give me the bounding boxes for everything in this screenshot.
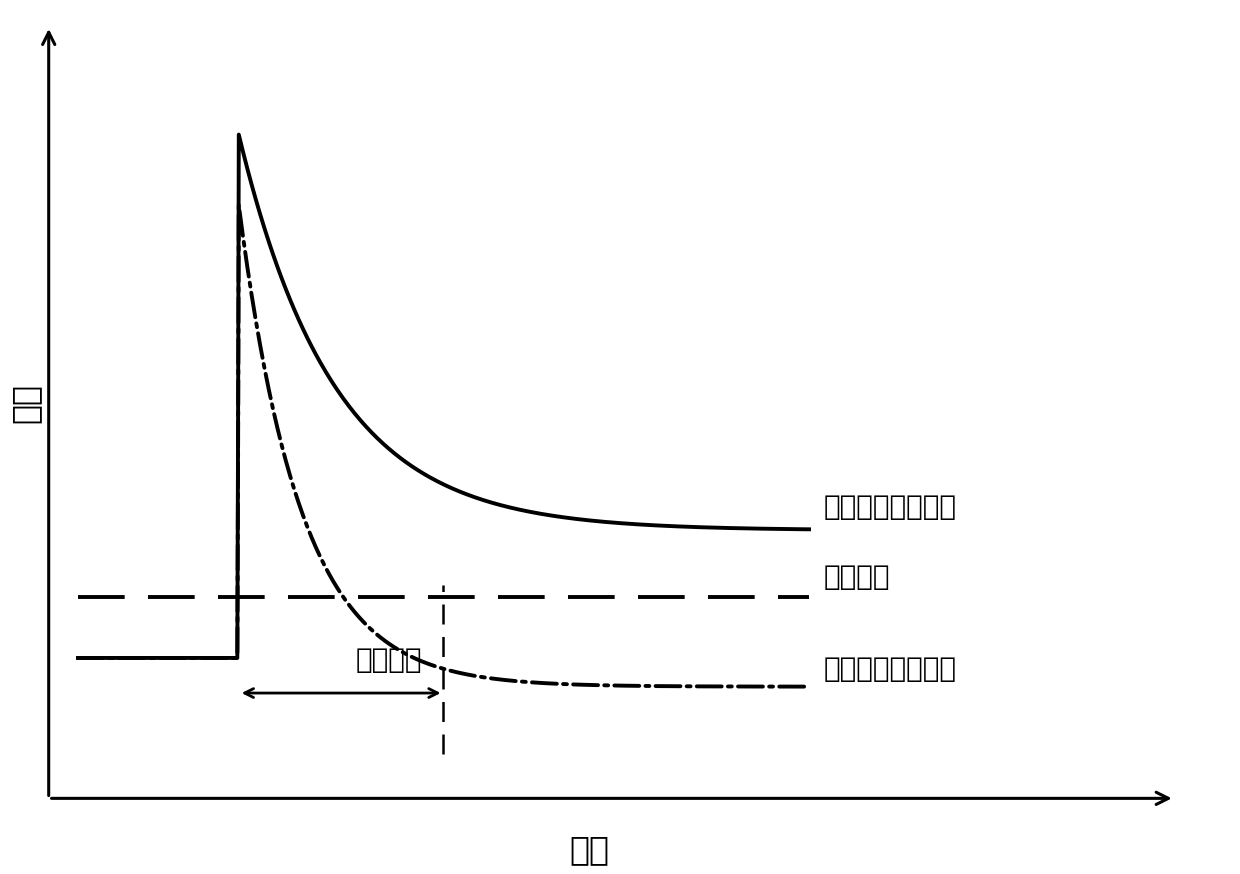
Text: 电流: 电流 xyxy=(9,383,41,423)
Text: 伪读取区: 伪读取区 xyxy=(356,646,423,674)
Text: 参考电流: 参考电流 xyxy=(823,563,890,591)
Text: 读低阻态单元电流: 读低阻态单元电流 xyxy=(823,493,956,521)
Text: 时间: 时间 xyxy=(569,834,610,866)
Text: 读高阻态单元电流: 读高阻态单元电流 xyxy=(823,656,956,683)
